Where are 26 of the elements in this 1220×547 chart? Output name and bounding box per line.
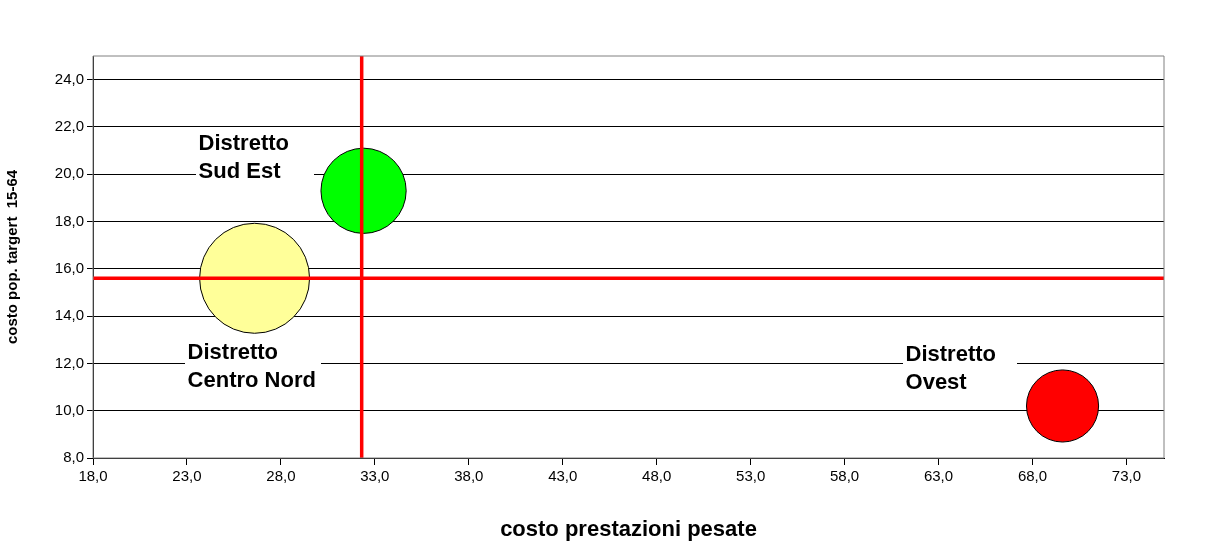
y-tick-label: 14,0 — [54, 306, 84, 324]
y-tick-label: 8,0 — [63, 448, 84, 466]
series-label: Distretto Sud Est — [195, 128, 314, 185]
y-tick-label: 10,0 — [54, 400, 84, 418]
series-label: Distretto Centro Nord — [184, 338, 321, 395]
x-tick-label: 43,0 — [548, 467, 578, 485]
y-tick-label: 22,0 — [54, 117, 84, 135]
y-tick-label: 16,0 — [54, 258, 84, 276]
y-tick-label: 20,0 — [54, 164, 84, 182]
y-tick-label: 18,0 — [54, 211, 84, 229]
y-tick-label: 24,0 — [54, 69, 84, 87]
x-tick-label: 58,0 — [829, 467, 860, 485]
x-tick-label: 18,0 — [78, 467, 108, 485]
series-label: Distretto Ovest — [902, 339, 1017, 396]
y-tick-label: 12,0 — [54, 353, 84, 371]
y-axis-title: costo pop. targert 15-64 — [3, 169, 21, 345]
x-axis-title: costo prestazioni pesate — [500, 515, 757, 541]
x-tick-label: 53,0 — [736, 467, 766, 485]
x-tick-label: 63,0 — [923, 467, 954, 485]
x-tick-label: 28,0 — [266, 467, 296, 485]
x-tick-label: 73,0 — [1111, 467, 1142, 485]
x-tick-label: 33,0 — [360, 467, 390, 485]
x-tick-label: 48,0 — [642, 467, 672, 485]
x-tick-label: 23,0 — [172, 467, 202, 485]
x-tick-label: 68,0 — [1017, 467, 1048, 485]
x-tick-label: 38,0 — [454, 467, 484, 485]
